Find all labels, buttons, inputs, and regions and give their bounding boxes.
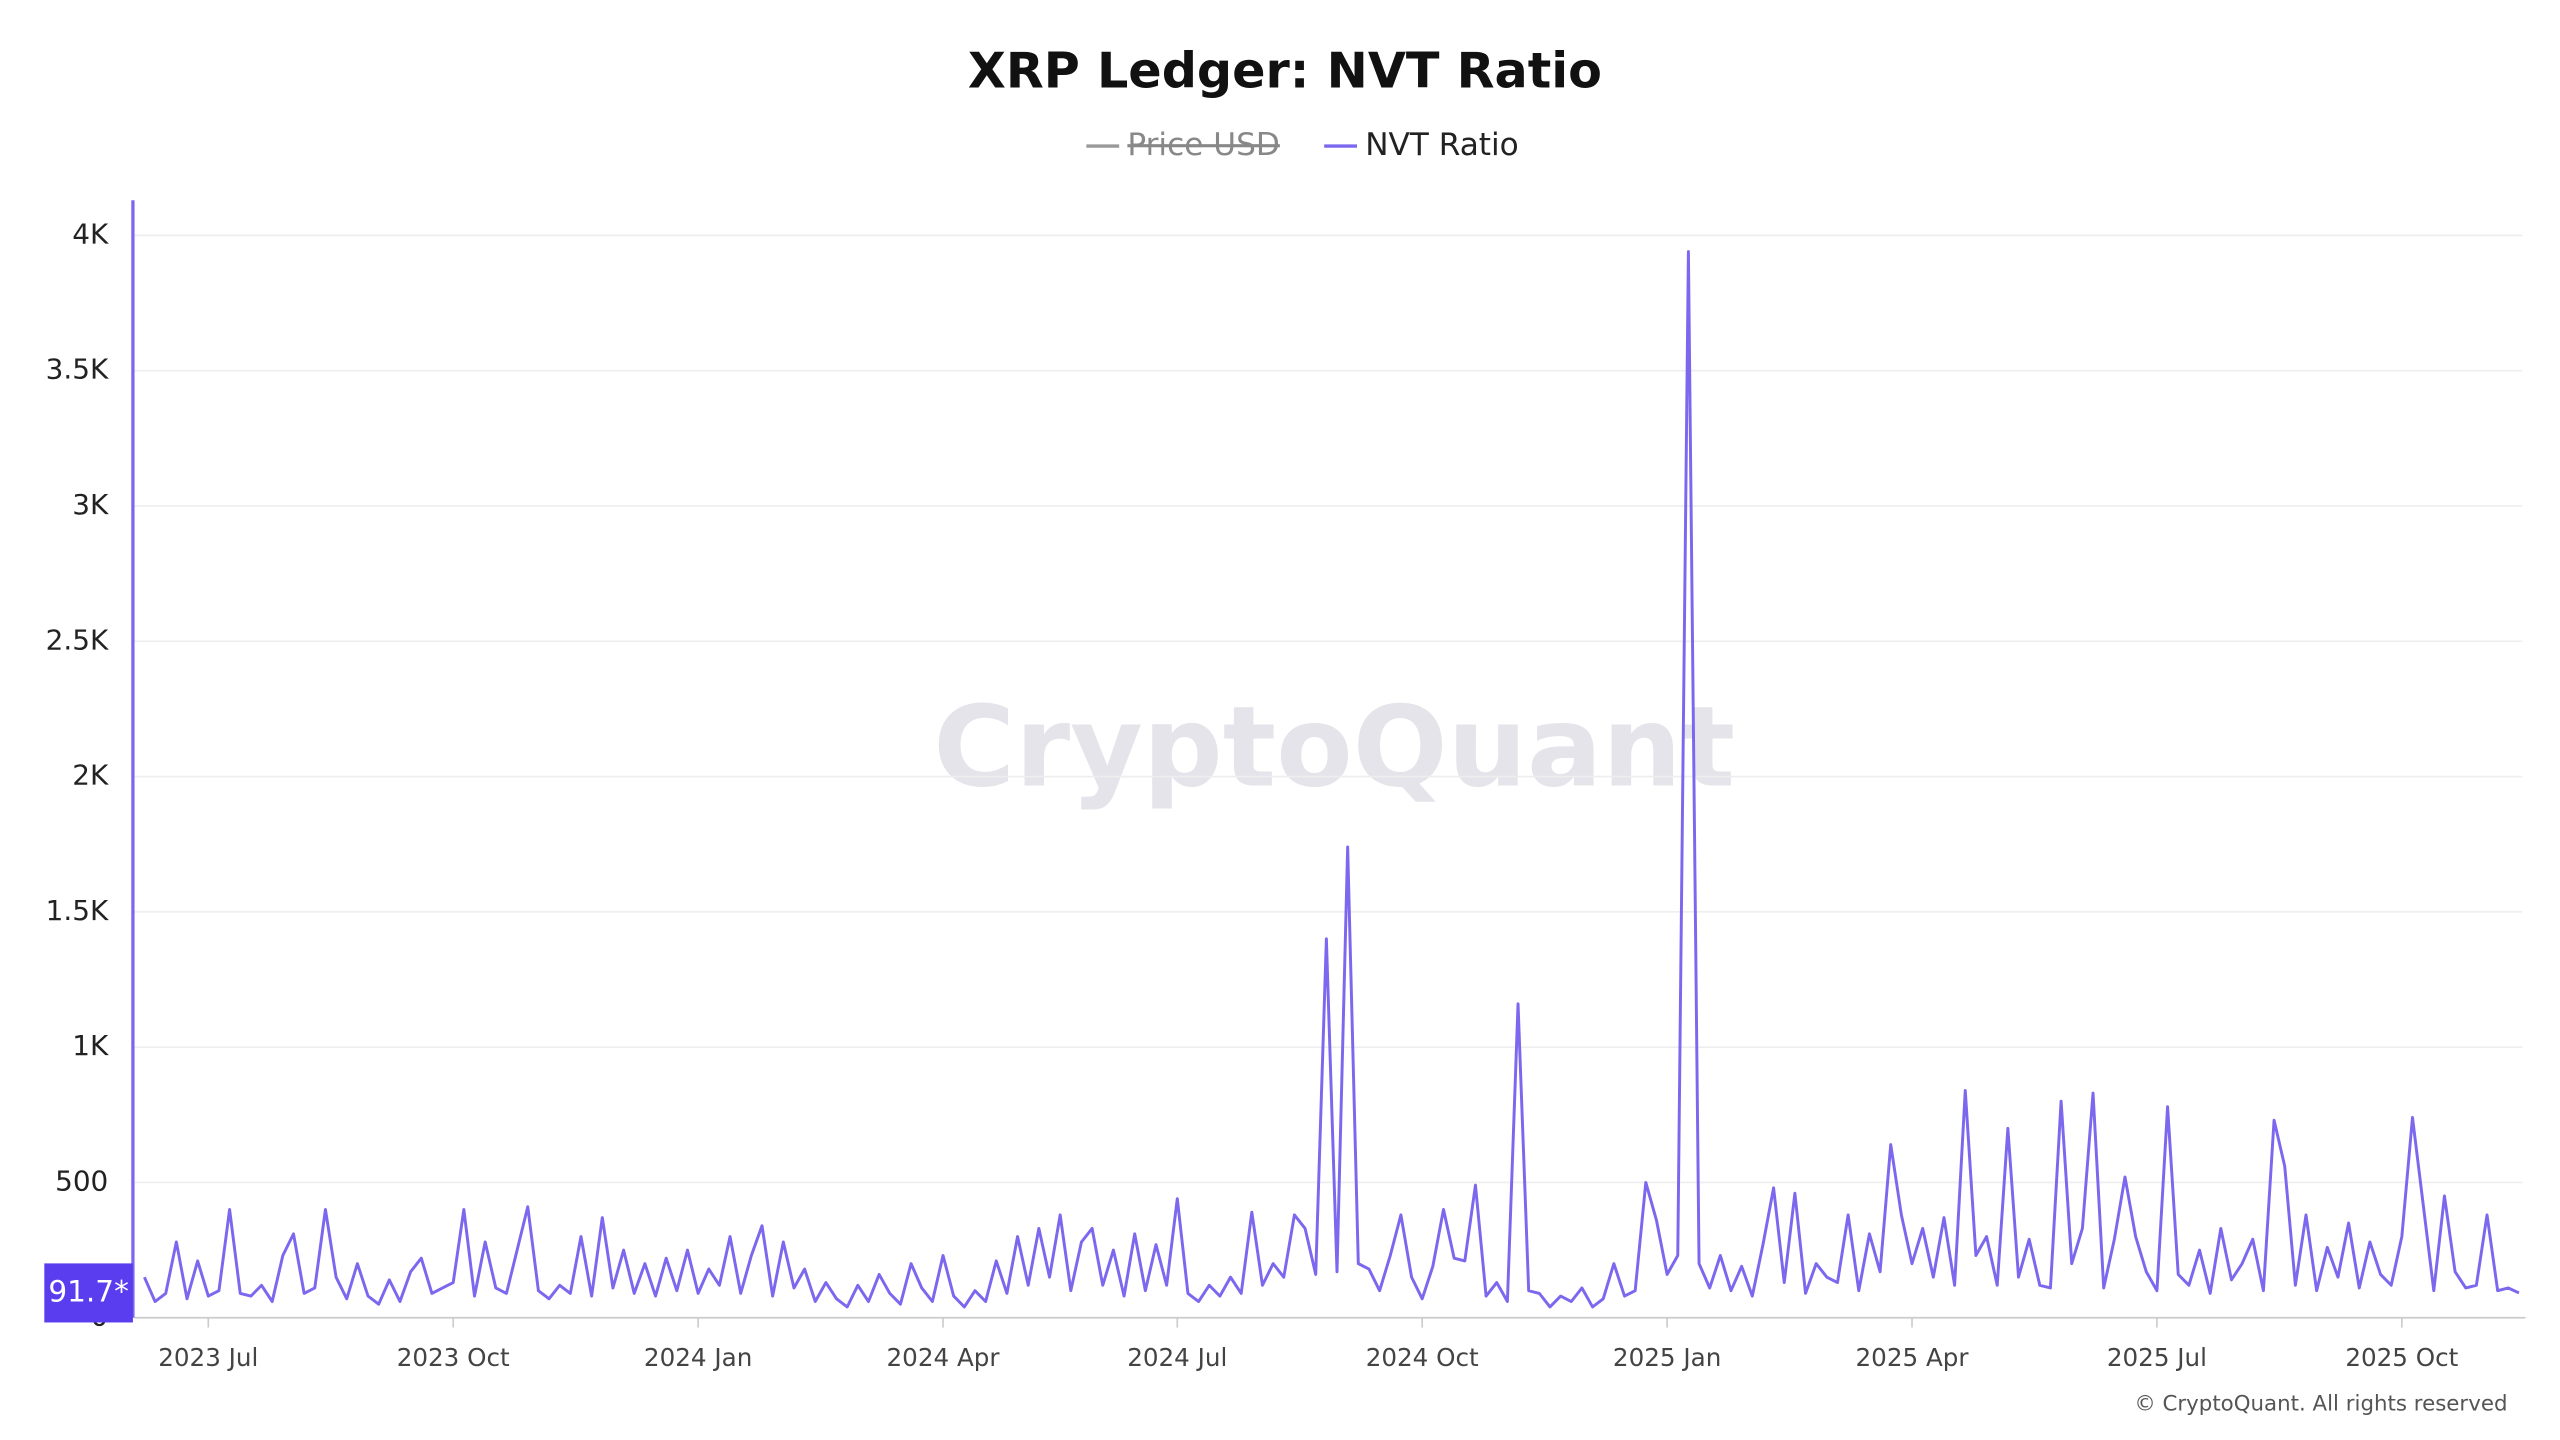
y-tick-label: 2.5K xyxy=(46,623,109,656)
legend-item[interactable]: NVT Ratio xyxy=(1324,127,1519,163)
x-tick-label: 2025 Apr xyxy=(1856,1343,1970,1372)
y-tick-label: 500 xyxy=(55,1164,108,1197)
y-tick-label: 3K xyxy=(72,488,109,521)
x-tick-label: 2024 Oct xyxy=(1366,1343,1479,1372)
last-value-label: 91.7* xyxy=(48,1274,128,1308)
y-tick-label: 1K xyxy=(72,1029,109,1062)
x-tick-label: 2024 Apr xyxy=(887,1343,1001,1372)
y-tick-label: 4K xyxy=(72,217,109,250)
copyright: © CryptoQuant. All rights reserved xyxy=(2134,1392,2507,1417)
last-value-badge xyxy=(44,1263,133,1323)
data-line xyxy=(143,250,2520,1309)
x-tick-label: 2025 Jan xyxy=(1613,1343,1721,1372)
legend-item[interactable]: Price USD xyxy=(1086,127,1280,163)
x-tick-label: 2025 Oct xyxy=(2345,1343,2458,1372)
x-tick-label: 2023 Oct xyxy=(397,1343,510,1372)
y-tick-label: 3.5K xyxy=(46,353,109,386)
legend-label: Price USD xyxy=(1127,127,1279,163)
x-tick-label: 2024 Jul xyxy=(1127,1343,1227,1372)
x-tick-label: 2025 Jul xyxy=(2107,1343,2207,1372)
y-tick-label: 1.5K xyxy=(46,894,109,927)
y-tick-label: 2K xyxy=(72,759,109,792)
x-tick-label: 2023 Jul xyxy=(158,1343,258,1372)
x-tick-label: 2024 Jan xyxy=(644,1343,752,1372)
legend-label: NVT Ratio xyxy=(1365,127,1519,163)
watermark: CryptoQuant xyxy=(933,683,1735,813)
chart-title: XRP Ledger: NVT Ratio xyxy=(968,41,1602,99)
